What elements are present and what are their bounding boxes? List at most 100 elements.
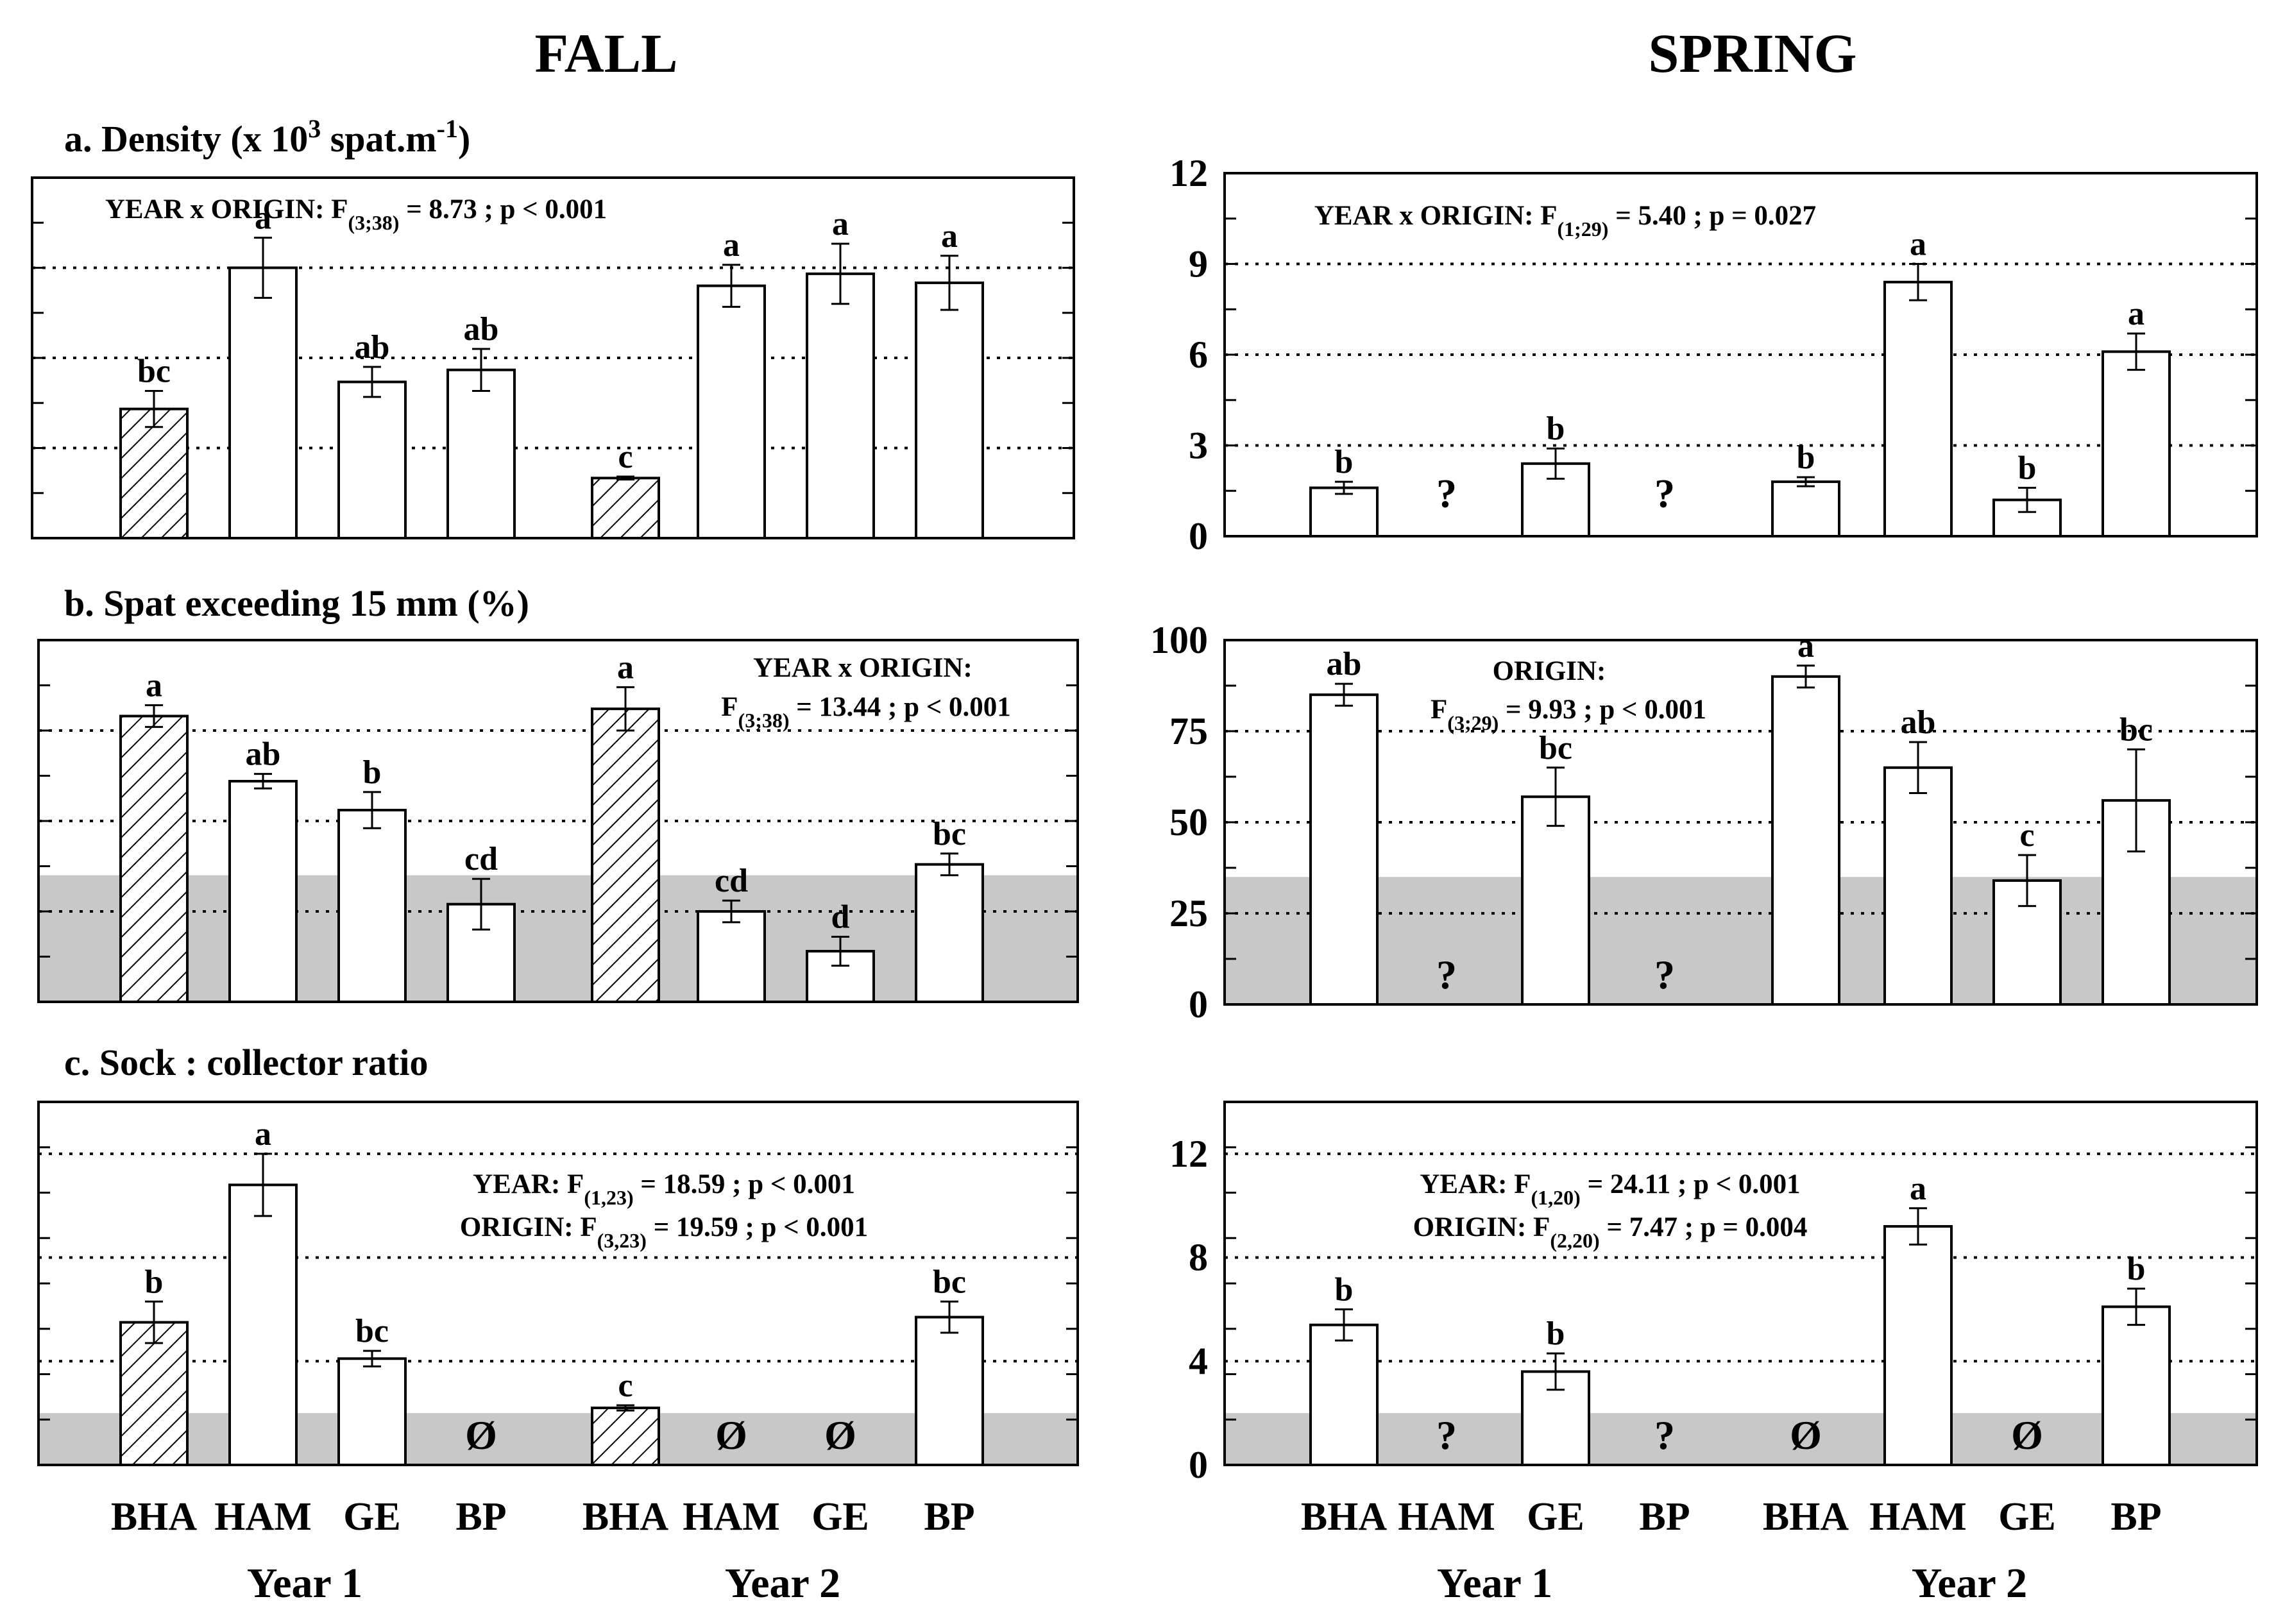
significance-letter: d (831, 899, 850, 935)
x-site-label: BHA (111, 1495, 198, 1539)
stats-rest: = 9.93 ; p < 0.001 (1499, 695, 1706, 725)
significance-letter: b (2127, 1251, 2146, 1287)
stats-rest: = 13.44 ; p < 0.001 (790, 692, 1011, 722)
significance-letter: b (2018, 450, 2037, 487)
bar (1883, 1225, 1953, 1466)
stats-annotation: ORIGIN: F(2,20) = 7.47 ; p = 0.004 (1413, 1212, 1808, 1252)
significance-letter: a (1910, 1171, 1926, 1207)
x-site-label: GE (1998, 1495, 2056, 1539)
x-site-label: HAM (1869, 1495, 1967, 1539)
stats-text: YEAR x ORIGIN: (753, 653, 972, 683)
panel-sock-ratio-fall: b a bc Øc Ø Øbc YEAR: F(1,23) = 18.59 ; p < 0.… (37, 1101, 1079, 1467)
bar (1883, 280, 1953, 537)
significance-letter: bc (137, 353, 171, 390)
bar (1883, 766, 1953, 1006)
panel-sock-ratio-spring: 0 4 8 12 b? b? Øa Øb YEAR: F(1,20) = 24.11 ; p <… (1169, 1101, 2258, 1486)
row-title-a-sup: 3 (308, 114, 321, 143)
column-title-fall: FALL (535, 22, 678, 84)
stats-annotation: YEAR: F(1,20) = 24.11 ; p < 0.001 (1420, 1169, 1800, 1209)
stats-rest: = 7.47 ; p = 0.004 (1600, 1212, 1808, 1242)
y-tick-label: 50 (1169, 801, 1208, 843)
stats-rest: = 5.40 ; p = 0.027 (1608, 201, 1816, 231)
bar (228, 1183, 298, 1467)
bar (337, 380, 407, 540)
bar (1771, 480, 1840, 537)
row-title-a-end: ) (458, 118, 470, 160)
x-site-label: HAM (214, 1495, 312, 1539)
x-site-label: HAM (683, 1495, 780, 1539)
significance-letter: bc (2119, 711, 2153, 748)
x-year-label: Year 2 (725, 1560, 840, 1607)
bar (915, 863, 984, 1004)
stats-text: ORIGIN: F (460, 1212, 597, 1242)
reference-band (1225, 1413, 2257, 1465)
bar (1309, 1323, 1379, 1467)
significance-letter: a (1910, 226, 1926, 263)
stats-rest: = 19.59 ; p < 0.001 (647, 1212, 868, 1242)
missing-data-marker: ? (1436, 1412, 1457, 1458)
significance-letter: c (618, 1367, 633, 1404)
x-site-label: GE (1527, 1495, 1584, 1539)
significance-letter: b (1335, 1271, 1354, 1308)
significance-letter: c (618, 439, 633, 475)
stats-annotation: ORIGIN: F(3,23) = 19.59 ; p < 0.001 (460, 1212, 868, 1252)
stats-subscript: (1,20) (1531, 1186, 1581, 1209)
panel-density-spring: 0 3 6 9 12 b? b? b a b a YEAR x ORIGIN: F(1;29) = 5… (1169, 152, 2258, 557)
bar (591, 707, 660, 1004)
x-site-label: GE (811, 1495, 869, 1539)
bar (228, 779, 298, 1003)
y-tick-label: 100 (1150, 619, 1208, 661)
y-tick-label: 6 (1189, 334, 1208, 376)
stats-annotation: F(3;29) = 9.93 ; p < 0.001 (1431, 695, 1706, 734)
significance-letter: a (723, 227, 740, 264)
bar (337, 809, 407, 1003)
missing-data-marker: ? (1654, 471, 1675, 516)
y-tick-label: 3 (1189, 425, 1208, 467)
bar (1521, 795, 1590, 1006)
panel-spat-size-fall: a ab b cd a cd d bc YEAR x ORIGIN: F(3;38) = 13.4… (37, 639, 1079, 1004)
stats-rest: = 18.59 ; p < 0.001 (634, 1169, 855, 1199)
null-data-marker: Ø (824, 1412, 856, 1458)
bar (2102, 1305, 2171, 1467)
significance-letter: ab (1327, 646, 1362, 682)
column-title-spring: SPRING (1649, 22, 1857, 84)
stats-subscript: (2,20) (1550, 1229, 1599, 1252)
missing-data-marker: ? (1436, 471, 1457, 516)
significance-letter: cd (715, 863, 748, 899)
x-site-label: BP (924, 1495, 974, 1539)
stats-text: F (1431, 695, 1447, 725)
x-axis-labels: BHA HAM GE BP BHA HAM GE BP BHA HAM GE BP BHA HAM GE BP… (111, 1495, 2162, 1607)
stats-annotation: YEAR x ORIGIN: (753, 653, 972, 683)
significance-letter: a (255, 1116, 271, 1153)
x-site-label: BHA (1763, 1495, 1849, 1539)
stats-subscript: (3;29) (1447, 711, 1499, 734)
bar (697, 284, 766, 539)
row-title-c: c. Sock : collector ratio (64, 1042, 428, 1083)
missing-data-marker: ? (1654, 1412, 1675, 1458)
x-site-label: HAM (1398, 1495, 1495, 1539)
bar (697, 910, 766, 1003)
x-year-label: Year 1 (247, 1560, 362, 1607)
bar (915, 281, 984, 539)
y-tick-label: 0 (1189, 1444, 1208, 1486)
x-year-label: Year 2 (1912, 1560, 2027, 1607)
x-site-label: BP (2110, 1495, 2161, 1539)
stats-rest: = 8.73 ; p < 0.001 (399, 194, 607, 224)
bar (119, 407, 189, 539)
bar (1309, 693, 1379, 1006)
stats-text: YEAR: F (1420, 1169, 1531, 1199)
significance-letter: b (145, 1264, 164, 1300)
y-tick-label: 12 (1169, 152, 1208, 194)
x-site-label: BP (1639, 1495, 1690, 1539)
row-title-b: b. Spat exceeding 15 mm (%) (64, 582, 529, 624)
significance-letter: bc (933, 816, 966, 852)
y-tick-label: 9 (1189, 243, 1208, 285)
row-title-a-mid: spat.m (321, 118, 436, 160)
x-site-label: BHA (582, 1495, 669, 1539)
stats-subscript: (1;29) (1557, 217, 1608, 241)
significance-letter: a (255, 200, 271, 237)
significance-letter: bc (355, 1313, 389, 1349)
bar (228, 266, 298, 539)
bar (119, 715, 189, 1003)
